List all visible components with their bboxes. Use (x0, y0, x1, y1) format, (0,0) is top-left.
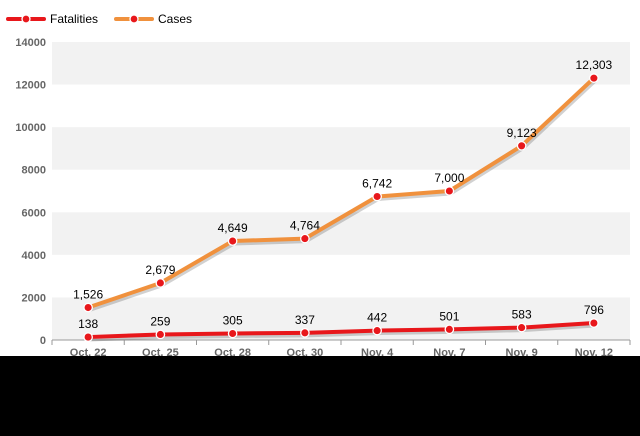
x-tick-label: Nov. 9 (506, 347, 538, 359)
x-tick-label: Oct. 28 (214, 347, 251, 359)
x-tick-label: Oct. 25 (142, 347, 179, 359)
y-tick-label: 8000 (22, 165, 46, 177)
y-tick-label: 0 (40, 335, 46, 347)
data-point (589, 318, 599, 328)
data-label: 442 (367, 311, 387, 325)
data-point (372, 325, 382, 336)
data-label: 138 (78, 317, 98, 331)
data-point (516, 140, 527, 151)
data-point (516, 322, 527, 333)
y-tick-label: 10000 (15, 122, 46, 134)
x-tick-label: Oct. 22 (70, 347, 107, 359)
y-tick-label: 2000 (22, 292, 46, 304)
data-label: 583 (512, 308, 532, 322)
data-label: 796 (584, 303, 604, 317)
y-tick-label: 4000 (22, 250, 46, 262)
data-label: 4,649 (218, 221, 248, 235)
y-tick-label: 12000 (15, 80, 46, 92)
series-line-shadow (89, 322, 596, 342)
legend: Fatalities Cases (6, 12, 192, 26)
data-point (444, 324, 455, 335)
data-label: 337 (295, 313, 315, 327)
legend-label: Fatalities (50, 12, 98, 26)
data-label: 259 (150, 314, 170, 328)
data-point (155, 278, 166, 288)
x-tick-label: Nov. 7 (433, 347, 465, 359)
data-point (227, 236, 238, 246)
data-point (155, 329, 166, 340)
data-point (83, 332, 93, 342)
x-tick-label: Oct. 30 (287, 347, 324, 359)
y-axis: 0 2000 4000 6000 8000 10000 12000 14000 (15, 37, 46, 347)
data-label: 9,123 (507, 126, 537, 140)
series-line (86, 76, 596, 310)
grid-band (52, 127, 630, 170)
data-label: 7,000 (434, 171, 464, 185)
data-point (227, 328, 238, 339)
data-point (589, 73, 599, 83)
data-label: 4,764 (290, 219, 320, 233)
data-label: 12,303 (576, 58, 613, 72)
data-label: 501 (439, 309, 459, 323)
x-axis: Oct. 22 Oct. 25 Oct. 28 Oct. 30 Nov. 4 Nov. 7… (51, 339, 631, 359)
legend-label: Cases (158, 12, 192, 26)
series-line-shadow (88, 78, 597, 312)
data-point (300, 327, 310, 338)
y-tick-label: 14000 (15, 37, 46, 49)
data-point (372, 191, 382, 202)
data-point (300, 233, 310, 244)
series-line (86, 321, 596, 340)
legend-marker (129, 14, 139, 24)
data-label: 1,526 (73, 288, 103, 302)
data-label: 6,742 (362, 176, 392, 190)
data-label: 2,679 (145, 263, 175, 277)
x-tick-label: Nov. 4 (361, 347, 394, 359)
data-point (444, 186, 455, 196)
data-point (83, 302, 93, 313)
y-tick-label: 6000 (22, 207, 46, 219)
data-labels: 138 259 305 337 442 501 583 796 1,526 2,679 4,649 4… (73, 58, 612, 331)
legend-marker (21, 14, 31, 24)
data-label: 305 (223, 314, 243, 328)
x-tick-label: Nov. 12 (575, 347, 613, 359)
series-layer (83, 73, 599, 342)
grid-band (52, 42, 630, 85)
